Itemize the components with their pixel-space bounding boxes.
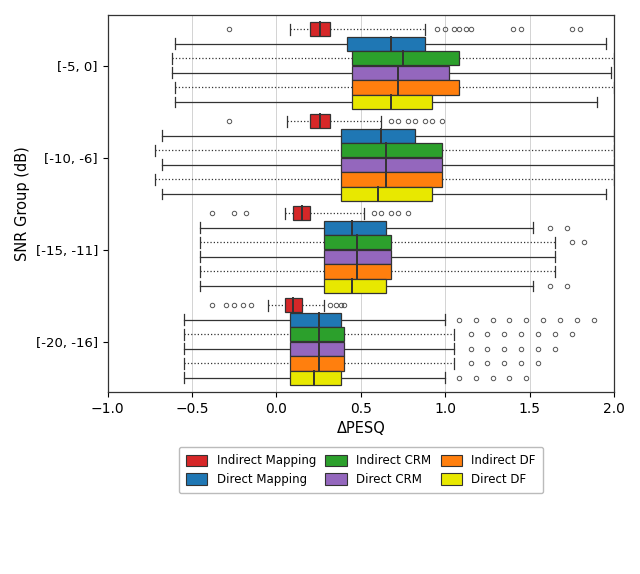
Bar bbox=[285, 298, 302, 312]
Bar bbox=[353, 51, 459, 65]
Bar bbox=[353, 95, 432, 109]
Bar bbox=[310, 114, 330, 129]
Bar bbox=[340, 143, 442, 157]
Bar bbox=[324, 279, 386, 293]
Bar bbox=[353, 80, 459, 95]
Bar bbox=[324, 235, 391, 250]
Bar bbox=[348, 37, 425, 51]
Bar bbox=[290, 313, 340, 327]
Bar bbox=[340, 129, 415, 143]
X-axis label: ΔPESQ: ΔPESQ bbox=[337, 421, 385, 436]
Bar bbox=[340, 172, 442, 187]
Bar bbox=[293, 206, 310, 220]
Bar bbox=[324, 220, 386, 235]
Bar bbox=[324, 264, 391, 278]
Bar bbox=[290, 327, 344, 342]
Bar bbox=[340, 187, 432, 201]
Bar bbox=[290, 342, 344, 356]
Bar bbox=[290, 356, 344, 370]
Bar bbox=[353, 66, 449, 80]
Bar bbox=[290, 371, 340, 385]
Legend: Indirect Mapping, Direct Mapping, Indirect CRM, Direct CRM, Indirect DF, Direct : Indirect Mapping, Direct Mapping, Indire… bbox=[179, 447, 543, 493]
Bar bbox=[340, 158, 442, 172]
Y-axis label: SNR Group (dB): SNR Group (dB) bbox=[15, 146, 30, 261]
Bar bbox=[324, 250, 391, 264]
Bar bbox=[310, 22, 330, 36]
